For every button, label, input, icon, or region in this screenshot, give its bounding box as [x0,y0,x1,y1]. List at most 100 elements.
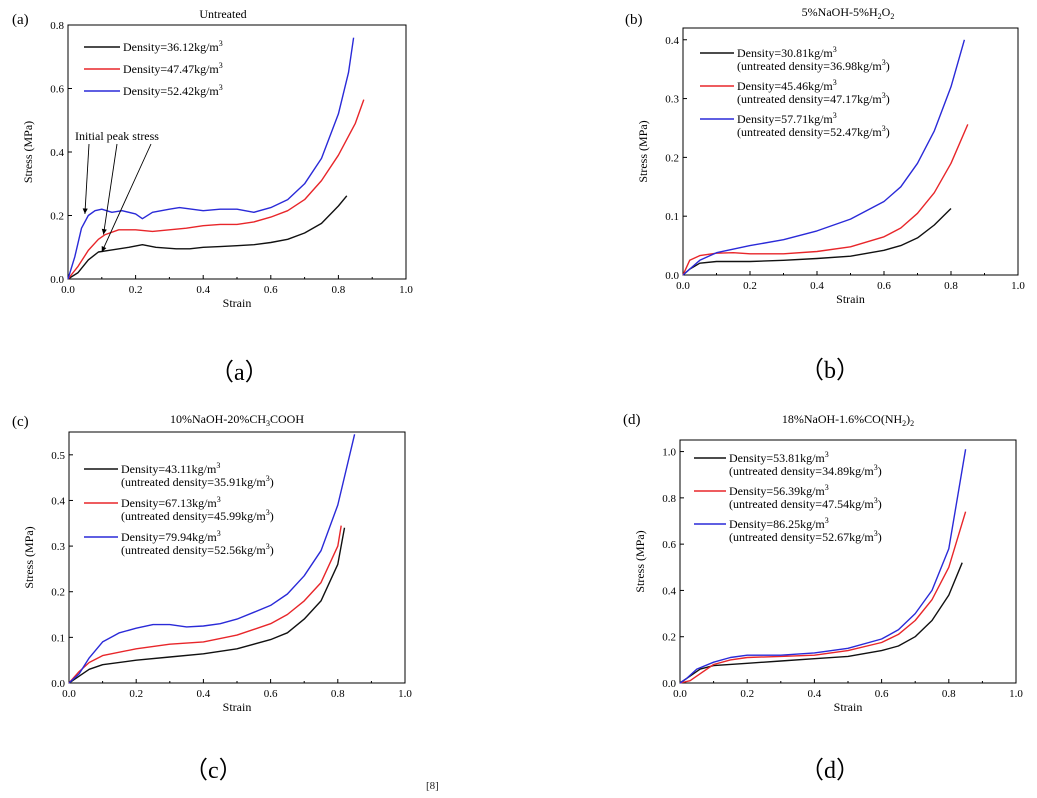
y-tick-label: 0.8 [662,493,676,505]
y-tick-label: 0.4 [665,35,679,47]
legend-note-superscript: 3 [882,58,886,67]
series-line-blue [679,449,967,684]
legend-note-close: ) [270,475,274,489]
plot-frame [67,24,407,280]
legend-superscript: 3 [217,529,221,538]
x-tick-label: 0.0 [673,688,687,700]
annotation-initial-peak-stress: Initial peak stress [75,129,159,143]
x-tick-label: 0.8 [942,688,956,700]
title-text: O [882,5,891,19]
x-tick-label: 0.4 [197,688,211,700]
series-line-black [67,195,348,280]
y-tick-label: 1.0 [662,447,676,459]
caption-citation: [8] [426,780,439,792]
legend-note: (untreated density=35.91kg/m3) [121,474,274,489]
legend-superscript: 3 [825,516,829,525]
legend-superscript: 3 [825,483,829,492]
legend-note-close: ) [886,92,890,106]
y-tick-label: 0.1 [665,211,679,223]
series-line-blue [68,434,356,684]
legend-label: Density=47.47kg/m3 [123,61,223,76]
series-line-blue [682,39,966,276]
x-tick-label: 1.0 [398,688,412,700]
legend-superscript: 3 [219,83,223,92]
y-tick-label: 0.0 [662,678,676,690]
legend-note-superscript: 3 [266,474,270,483]
legend-note-close: ) [878,497,882,511]
title-subscript: 2 [890,12,894,21]
legend-note-superscript: 3 [874,496,878,505]
legend-note: (untreated density=52.56kg/m3) [121,542,274,557]
legend-note: (untreated density=45.99kg/m3) [121,508,274,523]
legend-note-superscript: 3 [266,508,270,517]
x-tick-label: 0.2 [740,688,754,700]
x-tick-label: 0.8 [331,688,345,700]
x-tick-label: 1.0 [399,284,413,296]
chart-title: 10%NaOH-20%CH3COOH [170,412,304,428]
legend-superscript: 3 [219,39,223,48]
chart-panel-3: 0.0 0.2 0.4 0.6 0.8 1.0 0.0 0.2 0.4 0.6 0.8 1.0 Stra… [623,412,1023,784]
legend-label: Density=53.81kg/m3 [729,450,829,465]
x-tick-label: 0.8 [332,284,346,296]
series-line-red [679,511,967,684]
y-tick-label: 0.4 [50,147,64,159]
y-tick-label: 0.4 [51,495,65,507]
y-tick-label: 0.5 [51,450,65,462]
x-tick-label: 0.4 [196,284,210,296]
legend-note-close: ) [886,59,890,73]
series-line-red [68,525,342,684]
legend-label: Density=57.71kg/m3 [737,111,837,126]
legend-note-close: ) [886,125,890,139]
legend-note-close: ) [270,543,274,557]
legend-note: (untreated density=52.47kg/m3) [737,124,890,139]
x-tick-label: 0.6 [264,688,278,700]
chart-title: Untreated [199,7,246,21]
title-subscript: 2 [902,419,906,428]
chart-panel-2: 0.0 0.2 0.4 0.6 0.8 1.0 0.0 0.1 0.2 0.3 0.4 0.5 Stra… [12,412,412,784]
y-axis-label: Stress (MPa) [633,530,647,592]
legend-label: Density=52.42kg/m3 [123,83,223,98]
title-text: ) [906,412,910,426]
x-tick-label: 0.6 [877,280,891,292]
chart-title: 18%NaOH-1.6%CO(NH2)2 [782,412,914,428]
y-tick-label: 0.1 [51,632,65,644]
x-tick-label: 0.0 [676,280,690,292]
panel-caption: （b） [800,358,860,384]
legend-note-close: ) [270,509,274,523]
chart-title: 5%NaOH-5%H2O2 [802,5,895,21]
x-axis-label: Strain [836,292,865,306]
legend-label: Density=45.46kg/m3 [737,78,837,93]
legend-superscript: 3 [217,495,221,504]
x-tick-label: 1.0 [1011,280,1025,292]
series-line-red [682,124,969,276]
x-axis-label: Strain [223,700,252,714]
y-tick-label: 0.4 [662,585,676,597]
legend-label: Density=36.12kg/m3 [123,39,223,54]
x-tick-label: 0.2 [129,688,143,700]
legend-label: Density=43.11kg/m3 [121,461,220,476]
y-tick-label: 0.3 [665,94,679,106]
legend-note: (untreated density=47.54kg/m3) [729,496,882,511]
y-tick-label: 0.3 [51,541,65,553]
chart-panel-0: 0.0 0.2 0.4 0.6 0.8 1.0 0.0 0.2 0.4 0.6 0.8 Strain S… [12,7,413,386]
y-axis-label: Stress (MPa) [636,120,650,182]
y-tick-label: 0.0 [51,678,65,690]
annotation-arrow [103,143,118,235]
legend-note: (untreated density=36.98kg/m3) [737,58,890,73]
legend-label: Density=79.94kg/m3 [121,529,221,544]
annotation-arrowhead [101,246,107,253]
panel-caption: （a） [210,360,269,386]
panel-tag: (b) [625,12,643,28]
x-axis-label: Strain [223,296,252,310]
x-tick-label: 1.0 [1009,688,1023,700]
x-tick-label: 0.2 [743,280,757,292]
panel-caption: （c） [184,758,243,784]
annotation-arrow [101,143,152,253]
legend-superscript: 3 [825,450,829,459]
series-line-red [67,99,365,280]
x-tick-label: 0.4 [810,280,824,292]
y-axis-label: Stress (MPa) [21,121,35,183]
plot-frame [68,431,406,684]
x-tick-label: 0.6 [875,688,889,700]
